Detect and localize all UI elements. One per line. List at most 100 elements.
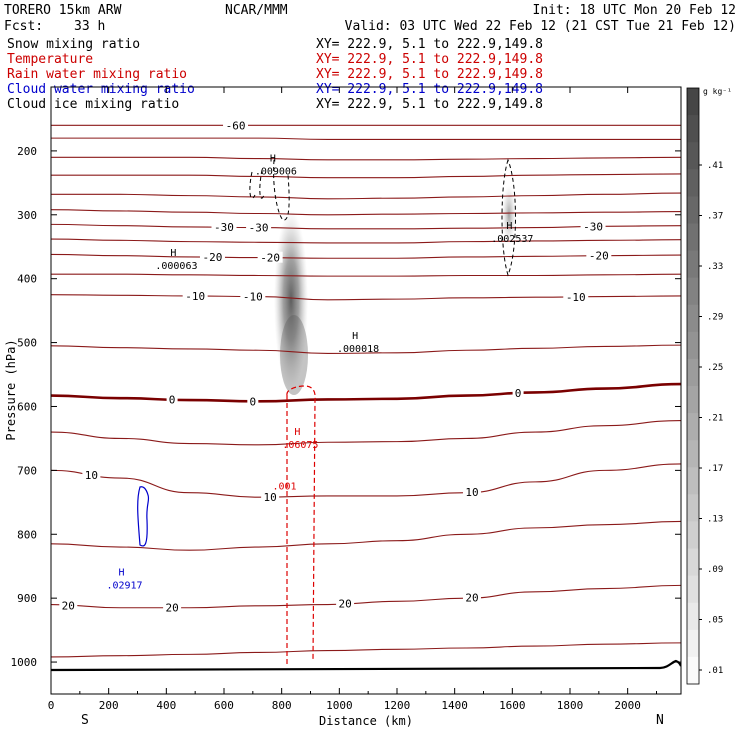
y-tick-label-700: 700 xyxy=(17,464,37,477)
isotherm-label-bg xyxy=(166,393,178,405)
x-tick-label-1200: 1200 xyxy=(384,699,411,712)
colorbar-band xyxy=(687,277,699,306)
isotherm-label-bg xyxy=(199,251,225,263)
isotherm--45 xyxy=(51,173,681,179)
field-xy-0: XY= 222.9, 5.1 to 222.9,149.8 xyxy=(316,37,543,52)
org-label: NCAR/MMM xyxy=(225,3,288,18)
isotherm--55 xyxy=(51,137,681,140)
valid-time: Valid: 03 UTC Wed 22 Feb 12 (21 CST Tue … xyxy=(345,19,736,34)
colorbar-band xyxy=(687,467,699,495)
isotherm--35 xyxy=(51,209,681,216)
x-tick-label-800: 800 xyxy=(272,699,292,712)
isotherm-label-10-2: 10 xyxy=(465,486,478,499)
isotherm-label-bg xyxy=(240,290,266,302)
isotherm-10 xyxy=(51,463,681,498)
colorbar-label-10: .01 xyxy=(707,666,723,676)
field-xy-2: XY= 222.9, 5.1 to 222.9,149.8 xyxy=(316,67,543,82)
cloud-water-outline xyxy=(137,486,150,547)
isotherm--30 xyxy=(51,223,681,230)
colorbar-label-1: .37 xyxy=(707,212,723,222)
isotherm-label-bg xyxy=(462,485,481,497)
extremum-value-2: .000063 xyxy=(155,261,197,272)
x-tick-label-1600: 1600 xyxy=(499,699,526,712)
isotherm-label-bg xyxy=(246,221,272,233)
x-tick-label-400: 400 xyxy=(156,699,176,712)
isotherm-label-10-0: 10 xyxy=(85,469,98,482)
isotherm-15 xyxy=(51,520,681,551)
rain-water-outline xyxy=(286,385,316,665)
colorbar-band xyxy=(687,358,699,387)
y-tick-label-1000: 1000 xyxy=(11,656,38,669)
colorbar-band xyxy=(687,602,699,631)
isotherm-label-20-0: 20 xyxy=(62,599,75,612)
isotherm-label-0-0: 0 xyxy=(169,394,176,407)
forecast-hour: 33 h xyxy=(74,19,105,34)
isotherm-25 xyxy=(51,642,681,658)
colorbar-unit: g kg⁻¹ xyxy=(703,87,732,96)
extremum-value-5: .001 xyxy=(273,481,297,492)
plot-area: -60 -30 -30 -30 -20 -20 -20 -10 -10 -10 0 0 0 10 10 10 2… xyxy=(51,119,681,694)
field-legend: Snow mixing ratio XY= 222.9, 5.1 to 222.9… xyxy=(7,37,543,112)
colorbar-band xyxy=(687,494,699,522)
isotherm-label-bg xyxy=(182,289,208,301)
x-axis-title: Distance (km) xyxy=(319,714,413,728)
colorbar-frame xyxy=(686,87,700,685)
isotherm-label-bg xyxy=(211,221,237,233)
isotherm--40 xyxy=(51,192,681,200)
isotherm-label-bg xyxy=(586,249,612,261)
isotherm-label--30-1: -30 xyxy=(249,222,269,235)
colorbar-label-6: .17 xyxy=(707,464,723,474)
y-tick-label-800: 800 xyxy=(17,528,37,541)
extremum-marker-3: H xyxy=(352,331,358,342)
colorbar-label-8: .09 xyxy=(707,565,723,575)
forecast-label: Fcst: xyxy=(4,19,43,34)
colorbar-label-9: .05 xyxy=(707,616,723,626)
x-tick-label-2000: 2000 xyxy=(614,699,641,712)
extremum-marker-4: H xyxy=(294,427,300,438)
colorbar-band xyxy=(687,304,699,333)
isotherm-label-bg xyxy=(257,251,283,263)
isotherm--5 xyxy=(51,344,681,354)
isotherm-label--20-1: -20 xyxy=(260,252,280,265)
field-xy-1: XY= 222.9, 5.1 to 222.9,149.8 xyxy=(316,52,543,67)
isotherm-label--20-0: -20 xyxy=(203,251,223,264)
isotherm-label-bg xyxy=(261,490,280,502)
y-axis-title: Pressure (hPa) xyxy=(4,339,18,440)
isotherm--50 xyxy=(51,156,681,161)
colorbar-band xyxy=(687,440,699,468)
snow-outline-upper xyxy=(249,159,290,221)
isotherm--25 xyxy=(51,238,681,244)
x-tick-label-200: 200 xyxy=(99,699,119,712)
isotherm--15 xyxy=(51,273,681,277)
snow-core xyxy=(280,315,308,395)
isotherm-label--20-2: -20 xyxy=(589,250,609,263)
colorbar-label-4: .25 xyxy=(707,363,723,373)
isotherm-label-bg xyxy=(462,591,481,603)
colorbar-label-2: .33 xyxy=(707,262,723,272)
model-title: TORERO 15km ARW xyxy=(4,3,122,18)
isotherm-label-bg xyxy=(563,290,589,302)
y-tick-label-500: 500 xyxy=(17,337,37,350)
terrain-line xyxy=(51,659,681,672)
axes: 0 200 400 600 800 1000 1200 1400 1600 1800 2000200… xyxy=(11,87,681,712)
x-tick-label-0: 0 xyxy=(48,699,55,712)
isotherm-label-bg xyxy=(247,395,259,407)
colorbar: .41 .37 .33 .29 .25 .21 .17 .13 .09 .05 .01 xyxy=(686,87,723,685)
extremum-marker-1: H xyxy=(506,221,512,232)
isotherm-label--30-2: -30 xyxy=(583,221,603,234)
colorbar-band xyxy=(687,629,699,658)
isotherm-label-bg xyxy=(59,599,78,611)
extrema-labels: H .009006 H .002537 H .000063 H .000018 H .06075.… xyxy=(106,153,533,591)
colorbar-label-0: .41 xyxy=(707,161,723,171)
y-tick-label-300: 300 xyxy=(17,209,37,222)
x-tick-label-600: 600 xyxy=(214,699,234,712)
colorbar-band xyxy=(687,413,699,441)
isotherm-label-20-1: 20 xyxy=(165,602,178,615)
colorbar-band xyxy=(687,196,699,224)
plot-frame xyxy=(50,86,682,695)
isotherm-label-20-3: 20 xyxy=(465,592,478,605)
isotherm-label-0-2: 0 xyxy=(515,387,522,400)
isotherm-label-0-1: 0 xyxy=(250,395,257,408)
colorbar-band xyxy=(687,386,699,414)
